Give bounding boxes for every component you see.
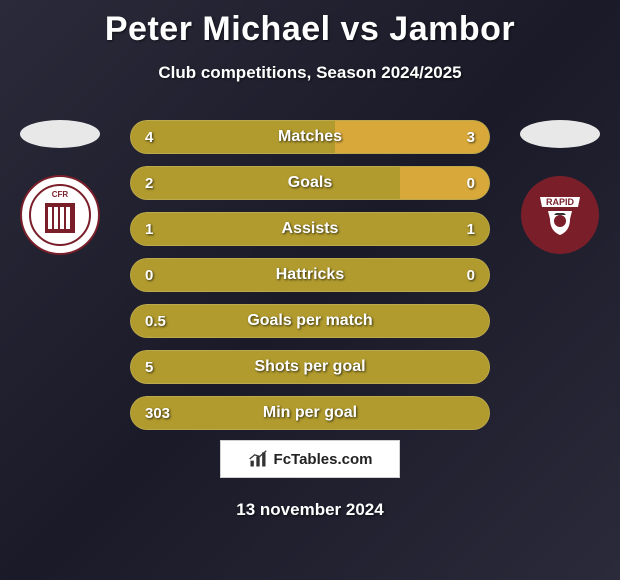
- flag-right: [520, 120, 600, 148]
- stat-bar: 1Assists1: [130, 212, 490, 246]
- stat-label: Goals: [131, 167, 489, 199]
- stats-bars: 4Matches32Goals01Assists10Hattricks00.5G…: [130, 120, 490, 442]
- stat-bar: 0Hattricks0: [130, 258, 490, 292]
- stat-label: Shots per goal: [131, 351, 489, 383]
- stat-value-right: 3: [467, 121, 475, 153]
- comparison-date: 13 november 2024: [0, 500, 620, 520]
- club-badge-right: RAPID: [520, 175, 600, 255]
- stat-label: Goals per match: [131, 305, 489, 337]
- cfr-badge-icon: CFR: [20, 175, 100, 255]
- season-subtitle: Club competitions, Season 2024/2025: [0, 63, 620, 83]
- svg-text:CFR: CFR: [52, 190, 69, 199]
- stat-bar: 2Goals0: [130, 166, 490, 200]
- flag-left: [20, 120, 100, 148]
- stat-bar: 303Min per goal: [130, 396, 490, 430]
- stat-label: Assists: [131, 213, 489, 245]
- club-badge-left: CFR: [20, 175, 100, 255]
- stat-label: Min per goal: [131, 397, 489, 429]
- rapid-badge-icon: RAPID: [520, 175, 600, 255]
- brand-name: FcTables.com: [274, 451, 373, 468]
- stat-label: Matches: [131, 121, 489, 153]
- stat-value-right: 0: [467, 167, 475, 199]
- chart-icon: [248, 449, 268, 469]
- stat-bar: 0.5Goals per match: [130, 304, 490, 338]
- stat-bar: 5Shots per goal: [130, 350, 490, 384]
- brand-footer: FcTables.com: [220, 440, 400, 478]
- stat-label: Hattricks: [131, 259, 489, 291]
- stat-bar: 4Matches3: [130, 120, 490, 154]
- stat-value-right: 1: [467, 213, 475, 245]
- stat-value-right: 0: [467, 259, 475, 291]
- svg-text:RAPID: RAPID: [546, 197, 575, 207]
- comparison-title: Peter Michael vs Jambor: [0, 0, 620, 49]
